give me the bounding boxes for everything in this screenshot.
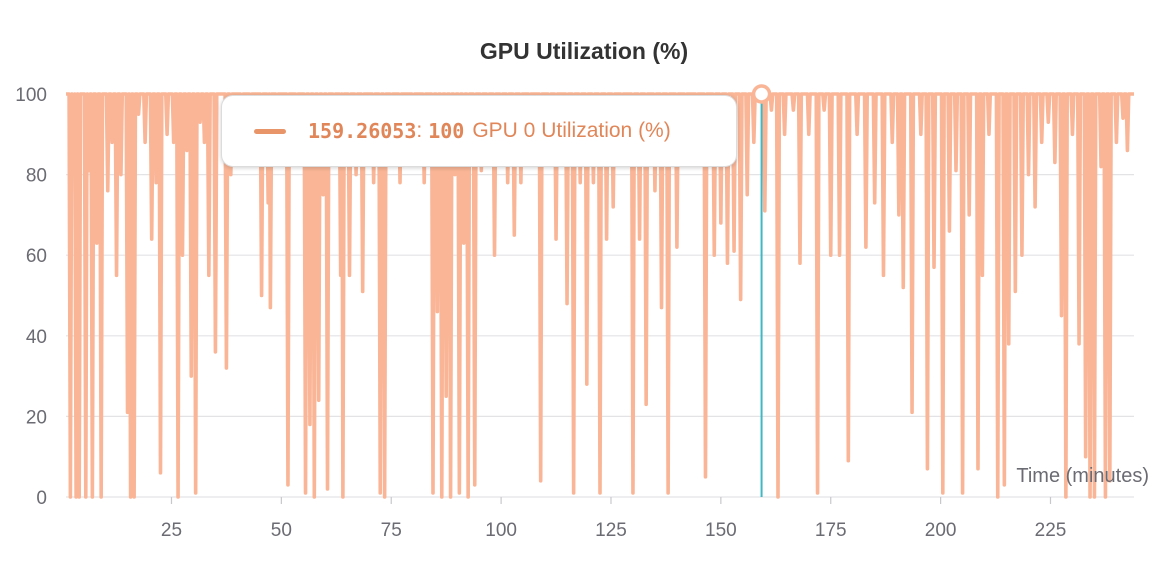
y-tick-label: 60	[26, 246, 47, 267]
tooltip-separator: :	[416, 119, 423, 142]
y-tick-label: 40	[26, 327, 47, 348]
y-tick-label: 20	[26, 407, 47, 428]
y-tick-label: 100	[15, 85, 47, 106]
x-tick-label: 225	[1035, 520, 1067, 541]
series-swatch	[254, 128, 286, 134]
x-tick-label: 100	[485, 520, 517, 541]
tooltip-series-name: GPU 0 Utilization (%)	[472, 119, 671, 142]
x-axis-ticks: 25 50 75 100 125 150 175 200 225	[161, 497, 1066, 541]
y-axis-ticks: 0 20 40 60 80 100	[15, 85, 47, 509]
x-tick-label: 50	[271, 520, 292, 541]
tooltip-y-value: 100	[428, 119, 465, 143]
y-tick-label: 80	[26, 166, 47, 187]
x-tick-label: 150	[705, 520, 737, 541]
hover-tooltip: 159.26053 : 100 GPU 0 Utilization (%)	[221, 95, 737, 167]
y-tick-label: 0	[36, 488, 47, 509]
hover-point[interactable]	[751, 84, 772, 104]
x-axis-title: Time (minutes)	[1016, 465, 1149, 487]
chart-title: GPU Utilization (%)	[479, 38, 689, 64]
x-tick-label: 200	[925, 520, 957, 541]
x-tick-label: 175	[815, 520, 847, 541]
x-tick-label: 125	[595, 520, 627, 541]
x-tick-label: 75	[381, 520, 402, 541]
x-tick-label: 25	[161, 520, 182, 541]
tooltip-x-value: 159.26053	[308, 119, 417, 143]
